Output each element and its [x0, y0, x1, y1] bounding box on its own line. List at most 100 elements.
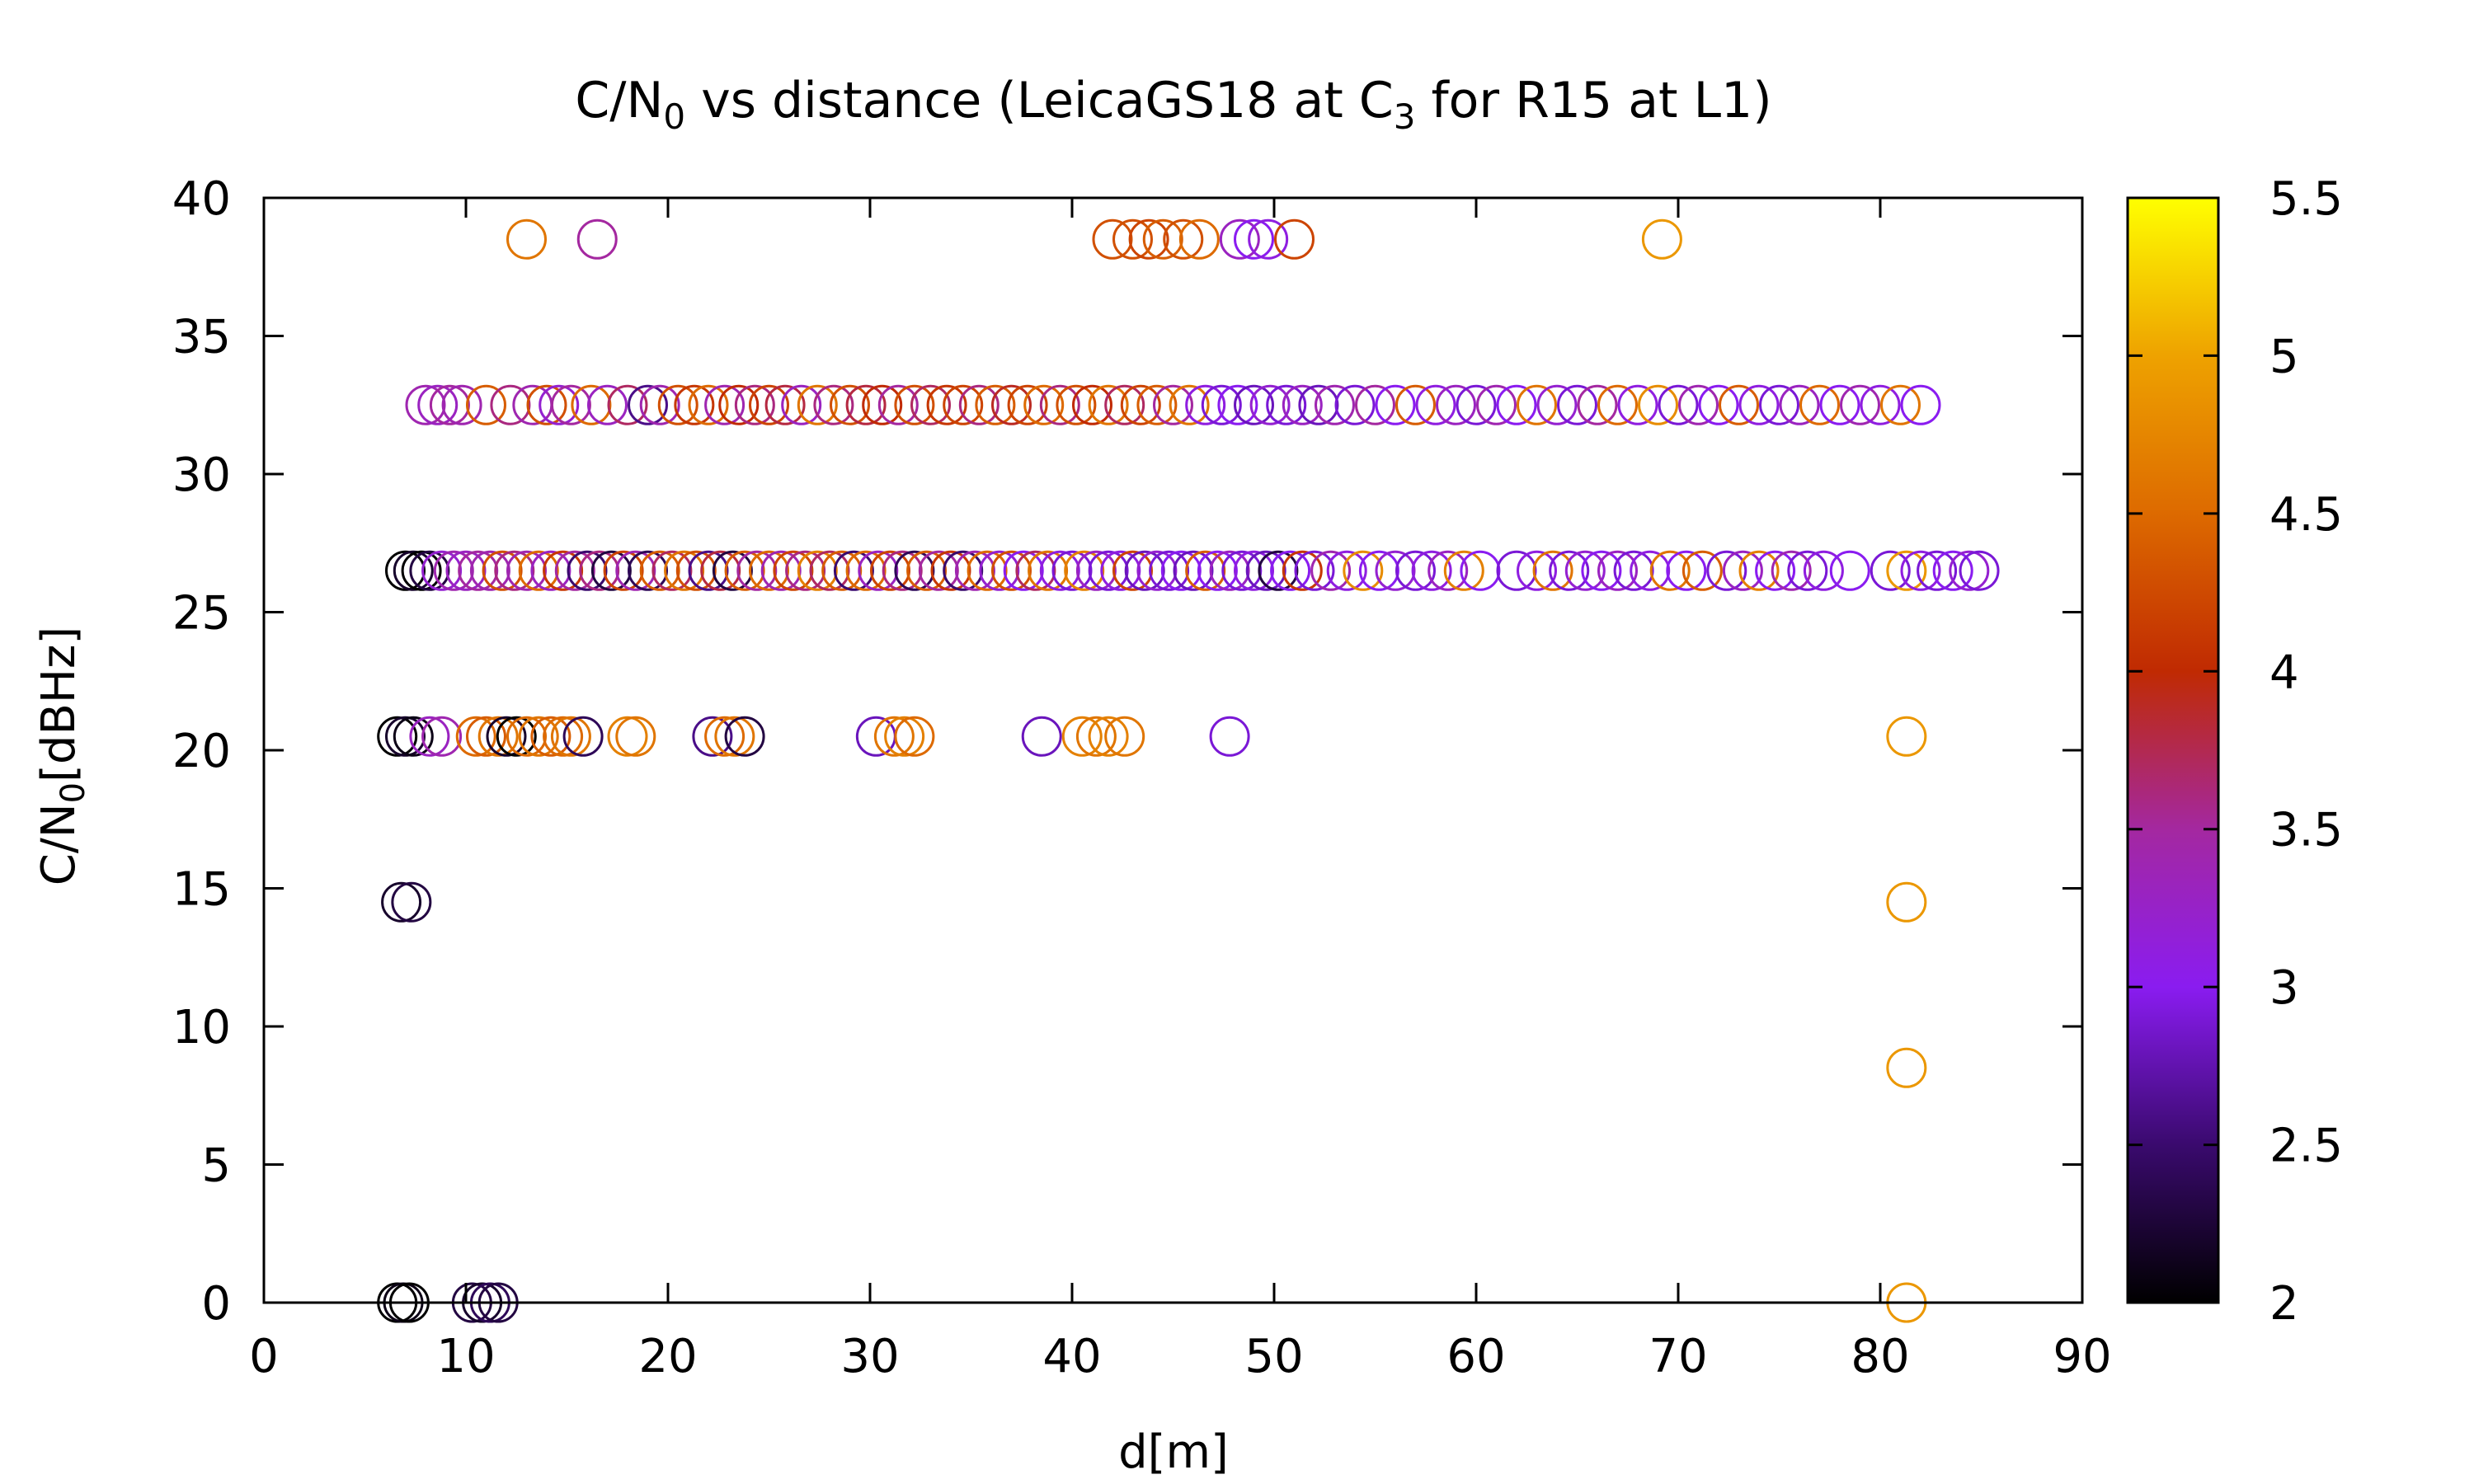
data-point — [821, 550, 863, 591]
data-point — [1104, 716, 1145, 757]
data-point — [1577, 384, 1618, 425]
data-point — [910, 384, 951, 425]
data-point — [1617, 384, 1658, 425]
data-point — [1051, 550, 1093, 591]
colorbar-tick-label: 4 — [2269, 646, 2299, 699]
data-point — [1443, 550, 1484, 591]
data-point — [1075, 550, 1117, 591]
data-point — [1315, 384, 1355, 425]
data-point — [1649, 550, 1691, 591]
colorbar-tick-label: 2 — [2269, 1277, 2299, 1331]
data-point — [918, 550, 959, 591]
data-point — [490, 384, 531, 425]
data-point — [455, 716, 496, 757]
data-point — [958, 384, 999, 425]
data-point — [1163, 218, 1204, 260]
data-point — [1719, 384, 1759, 425]
data-point — [858, 550, 899, 591]
data-point — [1886, 1047, 1927, 1088]
data-point — [894, 716, 935, 757]
data-point — [554, 550, 595, 591]
data-point — [401, 550, 442, 591]
data-point — [1112, 550, 1153, 591]
data-point — [393, 550, 434, 591]
data-point — [1358, 550, 1399, 591]
data-point — [385, 550, 426, 591]
data-point — [1248, 218, 1289, 260]
data-point — [1375, 550, 1416, 591]
data-point — [567, 550, 608, 591]
data-point — [1496, 550, 1537, 591]
data-point — [1112, 218, 1153, 260]
data-point — [873, 716, 915, 757]
data-point — [1274, 218, 1315, 260]
data-point — [607, 716, 648, 757]
data-point — [506, 218, 547, 260]
colorbar — [2126, 196, 2220, 1304]
data-point — [1039, 550, 1080, 591]
data-point — [429, 384, 470, 425]
data-point — [1799, 384, 1840, 425]
data-point — [1023, 384, 1065, 425]
data-point — [1900, 384, 1941, 425]
colorbar-tick-label: 3 — [2269, 961, 2299, 1015]
data-point — [1282, 550, 1323, 591]
data-point — [830, 384, 870, 425]
data-point — [1064, 550, 1105, 591]
data-point — [1178, 218, 1220, 260]
data-point — [1185, 550, 1226, 591]
data-point — [1581, 550, 1622, 591]
data-point — [543, 716, 584, 757]
data-point — [550, 384, 591, 425]
data-point — [882, 550, 923, 591]
y-tick-label: 10 — [172, 1001, 231, 1054]
data-point — [1075, 716, 1117, 757]
data-point — [494, 550, 535, 591]
data-point — [1128, 218, 1169, 260]
data-point — [884, 716, 925, 757]
data-point — [518, 716, 559, 757]
data-point — [688, 550, 729, 591]
data-point — [458, 550, 499, 591]
data-point — [393, 716, 434, 757]
data-point — [797, 550, 838, 591]
data-point — [482, 550, 523, 591]
data-point — [1343, 550, 1384, 591]
data-point — [1298, 384, 1339, 425]
data-point — [749, 384, 789, 425]
data-point — [469, 550, 510, 591]
x-tick-label: 70 — [1649, 1330, 1707, 1383]
x-axis-ticks: 0 10 20 30 40 50 60 70 80 90 — [249, 198, 2112, 1383]
y-tick-label: 35 — [172, 311, 231, 364]
data-point — [877, 384, 919, 425]
data-point — [590, 550, 632, 591]
data-point — [1160, 550, 1202, 591]
data-point — [833, 550, 874, 591]
data-point — [797, 384, 838, 425]
data-point — [628, 550, 668, 591]
data-point — [926, 384, 967, 425]
data-point — [615, 716, 656, 757]
data-point — [607, 384, 648, 425]
x-tick-label: 40 — [1042, 1330, 1101, 1383]
data-point — [967, 550, 1008, 591]
data-point — [539, 384, 580, 425]
data-point — [1900, 550, 1941, 591]
data-point — [1221, 550, 1263, 591]
data-point — [496, 716, 537, 757]
data-point — [1104, 384, 1145, 425]
data-point — [1959, 550, 2000, 591]
data-point — [664, 550, 705, 591]
data-point — [1658, 384, 1699, 425]
data-point — [651, 550, 693, 591]
data-point — [615, 550, 656, 591]
data-point — [1564, 550, 1606, 591]
x-axis-label: d[m] — [1118, 1425, 1229, 1479]
data-point — [405, 384, 446, 425]
data-point — [579, 550, 620, 591]
data-point — [1427, 550, 1469, 591]
data-point — [1557, 384, 1597, 425]
data-point — [518, 550, 559, 591]
data-point — [1706, 550, 1747, 591]
data-point — [894, 550, 935, 591]
